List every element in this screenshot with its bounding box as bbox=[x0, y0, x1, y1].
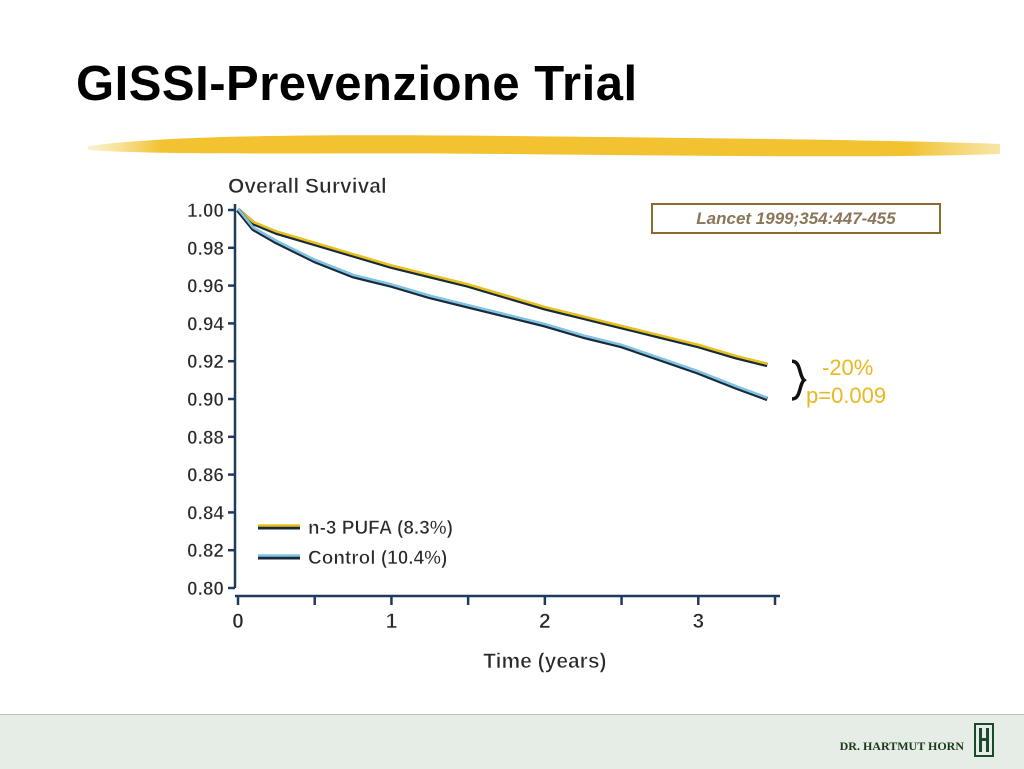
survival-chart: Overall Survival 0.80 0.82 0.84 0.86 0.88 0.90… bbox=[187, 175, 807, 673]
legend-label: n-3 PUFA (8.3%) bbox=[308, 518, 453, 539]
x-tick-label: 0 bbox=[232, 610, 244, 633]
footer-bar: DR. HARTMUT HORN bbox=[0, 714, 1024, 769]
slide-title: GISSI-Prevenzione Trial bbox=[76, 57, 638, 111]
x-tick-label: 2 bbox=[539, 610, 551, 633]
hospital-logo-icon bbox=[974, 723, 994, 757]
x-tick-label: 1 bbox=[386, 610, 398, 633]
n3-pufa-series-line bbox=[237, 207, 768, 365]
y-tick-label: 0.86 bbox=[187, 466, 224, 487]
x-tick-label: 3 bbox=[692, 610, 704, 633]
effect-annotation: -20% p=0.009 bbox=[806, 354, 886, 410]
y-tick-label: 0.96 bbox=[187, 277, 224, 298]
y-tick-label: 0.84 bbox=[187, 503, 224, 524]
y-tick-label: 1.00 bbox=[187, 201, 224, 222]
y-tick-label: 0.88 bbox=[187, 428, 224, 449]
y-tick-label: 0.98 bbox=[187, 239, 224, 260]
y-tick-label: 0.80 bbox=[187, 579, 224, 600]
comparison-brace bbox=[791, 359, 807, 401]
series-line-outline bbox=[236, 208, 769, 402]
legend-label: Control (10.4%) bbox=[308, 548, 447, 569]
decorative-underline-stroke bbox=[88, 135, 1000, 157]
control-series-line bbox=[237, 208, 768, 399]
y-tick-label: 0.90 bbox=[187, 390, 224, 411]
y-tick-label: 0.92 bbox=[187, 352, 224, 373]
y-tick-label: 0.82 bbox=[187, 541, 224, 562]
chart-title: Overall Survival bbox=[228, 175, 387, 198]
citation-box: Lancet 1999;354:447-455 bbox=[651, 203, 941, 234]
y-tick-label: 0.94 bbox=[187, 314, 224, 335]
x-axis-label: Time (years) bbox=[483, 650, 606, 673]
delta-percent: -20% bbox=[822, 355, 874, 380]
footer-author: DR. HARTMUT HORN bbox=[839, 739, 964, 753]
p-value: p=0.009 bbox=[806, 383, 887, 408]
